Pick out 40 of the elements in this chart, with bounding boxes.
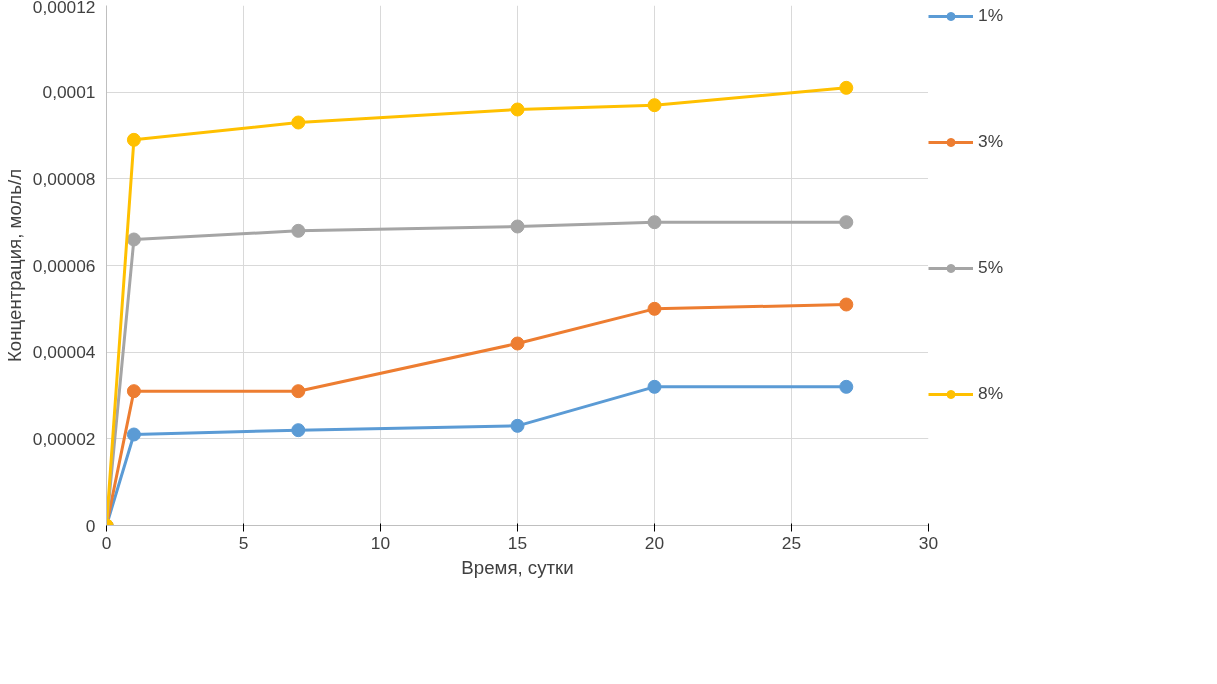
point — [839, 297, 854, 312]
y-tick-label: 0,00004 — [32, 342, 96, 363]
point — [126, 427, 141, 442]
y-tick-label: 0,00006 — [32, 255, 96, 276]
point — [510, 102, 525, 117]
point — [510, 418, 525, 433]
legend-label: 5% — [978, 257, 1004, 278]
point — [510, 219, 525, 234]
x-tick-label: 25 — [781, 532, 802, 553]
legend-label: 1% — [978, 5, 1004, 26]
y-tick-label: 0,0001 — [42, 82, 96, 103]
y-tick-label: 0,00008 — [32, 168, 96, 189]
y-tick-label: 0,00012 — [32, 0, 96, 17]
x-tick-label: 0 — [101, 532, 112, 553]
y-axis-title: Концентрация, моль/л — [3, 168, 25, 363]
x-tick-label: 20 — [644, 532, 665, 553]
point — [839, 215, 854, 230]
point — [291, 115, 306, 130]
point — [510, 336, 525, 351]
point — [839, 379, 854, 394]
point — [126, 384, 141, 399]
point — [291, 423, 306, 438]
y-tick-label: 0,00002 — [32, 428, 96, 449]
point — [291, 223, 306, 238]
point — [647, 215, 662, 230]
x-axis-title: Время, сутки — [461, 556, 574, 578]
legend-label: 3% — [978, 131, 1004, 152]
point — [291, 384, 306, 399]
point — [126, 232, 141, 247]
legend-label: 8% — [978, 383, 1004, 404]
point — [839, 80, 854, 95]
x-tick-label: 15 — [507, 532, 528, 553]
point — [647, 379, 662, 394]
x-tick-label: 5 — [238, 532, 249, 553]
x-tick-label: 30 — [918, 532, 939, 553]
x-tick-label: 10 — [370, 532, 391, 553]
point — [647, 98, 662, 113]
y-tick-label: 0 — [85, 515, 96, 536]
point — [647, 301, 662, 316]
point — [126, 132, 141, 147]
